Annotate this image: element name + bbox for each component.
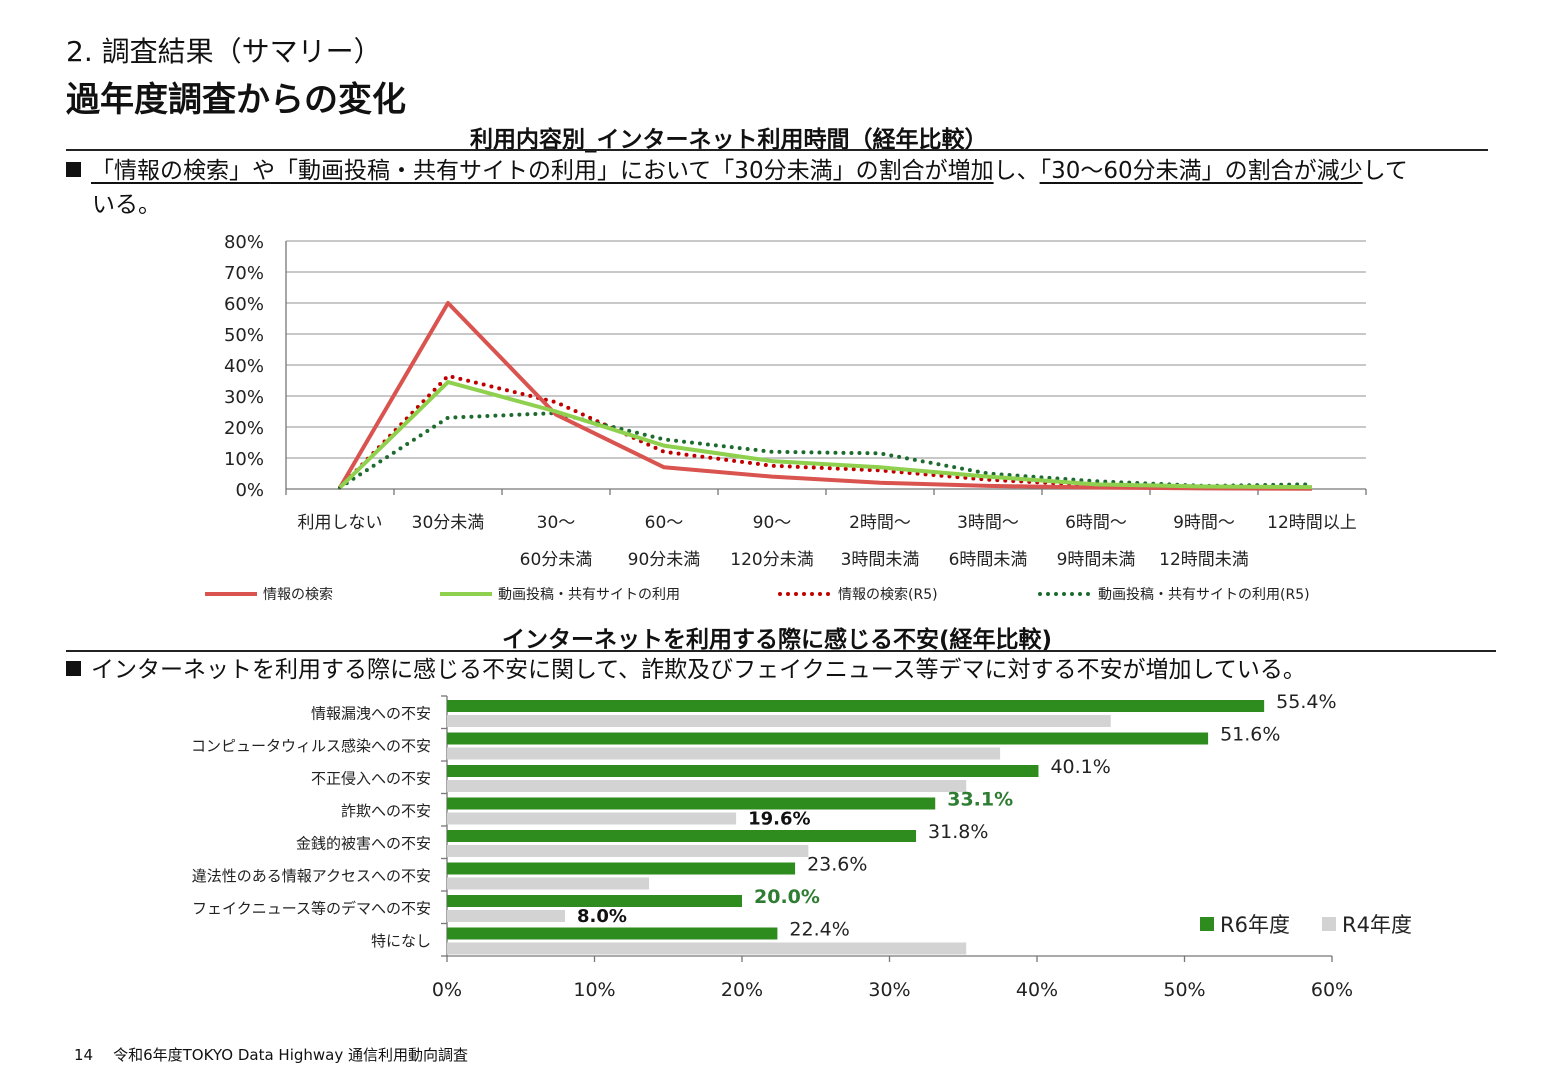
category-label: 不正侵入への不安 [311, 769, 431, 787]
data-label-r6: 51.6% [1220, 724, 1280, 746]
x-tick-label: 60% [1311, 979, 1353, 1001]
data-label-r6: 31.8% [928, 821, 988, 843]
x-tick-label: 60分未満 [520, 550, 593, 570]
page-number: 14 [74, 1046, 94, 1064]
legend-label: 動画投稿・共有サイトの利用 [498, 587, 680, 603]
legend-label: R6年度 [1220, 913, 1290, 937]
bar-r4 [447, 715, 1111, 727]
x-tick-label: 30% [868, 979, 910, 1001]
x-tick-label: 60〜 [645, 513, 684, 533]
line-chart-title: 利用内容別_インターネット利用時間（経年比較） [470, 127, 988, 153]
series-line [338, 411, 1314, 490]
x-tick-label: 30〜 [537, 513, 576, 533]
summary-1-seg-4: して [1362, 158, 1408, 184]
bar-r4 [447, 877, 650, 890]
bar-r4 [447, 780, 967, 792]
y-tick-label: 50% [224, 325, 264, 346]
legend-swatch [1200, 917, 1214, 931]
line-chart: 0% 10% 20% 30% 40% 50% 60% 70% 80% 利用しない 30分未満 30〜 6… [205, 232, 1367, 603]
x-tick-label: 12時間未満 [1159, 550, 1249, 570]
square-bullet-icon [66, 162, 81, 177]
bar-r6 [447, 797, 936, 810]
y-tick-label: 20% [224, 418, 264, 439]
x-tick-label: 2時間〜 [849, 513, 911, 533]
x-tick-label: 120分未満 [730, 550, 813, 570]
data-label-r4: 19.6% [748, 809, 810, 830]
data-label-r6: 33.1% [947, 789, 1013, 811]
category-label: 詐欺への不安 [341, 802, 431, 820]
bar-r4 [447, 845, 809, 857]
category-label: 特になし [371, 932, 431, 950]
y-tick-label: 80% [224, 232, 264, 253]
x-tick-label: 30分未満 [412, 513, 485, 533]
summary-bullet-2: インターネットを利用する際に感じる不安に関して、詐欺及びフェイクニュース等デマに… [66, 653, 1306, 687]
summary-1-seg-1: 「情報の検索」や「動画投稿・共有サイトの利用」において「30分未満」の割合が増加 [91, 158, 994, 184]
category-label: 違法性のある情報アクセスへの不安 [192, 867, 431, 885]
summary-1-line-2: いる。 [92, 192, 161, 218]
bar-r4 [447, 812, 737, 825]
legend-swatch [1322, 917, 1336, 931]
x-tick-label: 50% [1163, 979, 1205, 1001]
x-tick-label: 3時間〜 [957, 513, 1019, 533]
category-label: コンピュータウィルス感染への不安 [191, 737, 431, 755]
legend-label: R4年度 [1342, 913, 1412, 937]
footer-text: 令和6年度TOKYO Data Highway 通信利用動向調査 [113, 1046, 468, 1064]
summary-1-seg-2: し、 [993, 158, 1040, 184]
bar-r4 [447, 747, 1001, 760]
data-label-r6: 55.4% [1276, 691, 1336, 713]
x-tick-label: 0% [432, 979, 462, 1001]
bar-chart-title: インターネットを利用する際に感じる不安(経年比較) [502, 627, 1053, 653]
y-tick-label: 10% [224, 449, 264, 470]
x-tick-label: 20% [721, 979, 763, 1001]
x-tick-label: 10% [573, 979, 615, 1001]
x-tick-label: 6時間未満 [949, 550, 1028, 570]
category-label: フェイクニュース等のデマへの不安 [192, 899, 431, 917]
y-tick-label: 70% [224, 263, 264, 284]
x-tick-label: 9時間〜 [1173, 513, 1235, 533]
x-tick-label: 利用しない [298, 513, 383, 533]
x-tick-label: 3時間未満 [841, 550, 920, 570]
legend-label: 情報の検索 [263, 586, 333, 603]
bar-r6 [447, 927, 778, 940]
square-bullet-icon [66, 661, 81, 676]
x-tick-label: 12時間以上 [1267, 513, 1357, 533]
bar-chart: 0% 10% 20% 30% 40% 50% 60% 情報漏洩への不安 55.4% コンピュータウ… [191, 691, 1412, 1001]
series-line [338, 301, 1313, 491]
category-label: 情報漏洩への不安 [311, 704, 431, 722]
legend-label: 情報の検索(R5) [838, 586, 938, 603]
divider [66, 650, 1496, 652]
bar-r6 [447, 732, 1209, 745]
summary-1-seg-3: 「30〜60分未満」の割合が減少 [1039, 158, 1363, 184]
summary-2-text: インターネットを利用する際に感じる不安に関して、詐欺及びフェイクニュース等デマに… [91, 657, 1306, 683]
page-title: 過年度調査からの変化 [66, 80, 406, 120]
bar-r6 [447, 895, 742, 907]
bar-r6 [447, 862, 796, 875]
data-label-r4: 8.0% [577, 906, 627, 927]
x-tick-label: 6時間〜 [1065, 513, 1127, 533]
section-label: 2. 調査結果（サマリー） [66, 35, 382, 68]
x-tick-label: 90〜 [753, 513, 792, 533]
x-tick-label: 40% [1016, 979, 1058, 1001]
bar-r4 [447, 910, 565, 922]
y-tick-label: 60% [224, 294, 264, 315]
category-label: 金銭的被害への不安 [296, 834, 431, 852]
summary-bullet-1: 「情報の検索」や「動画投稿・共有サイトの利用」において「30分未満」の割合が増加… [66, 154, 1408, 222]
y-tick-label: 40% [224, 356, 264, 377]
divider [66, 149, 1488, 151]
footer: 14 令和6年度TOKYO Data Highway 通信利用動向調査 [74, 1044, 468, 1065]
bar-r6 [447, 700, 1265, 712]
bar-r4 [447, 942, 967, 955]
y-tick-label: 0% [235, 480, 264, 501]
data-label-r6: 23.6% [807, 854, 867, 876]
data-label-r6: 22.4% [789, 919, 849, 941]
data-label-r6: 40.1% [1050, 756, 1110, 778]
data-label-r6: 20.0% [754, 886, 820, 908]
x-tick-label: 9時間未満 [1057, 550, 1136, 570]
bar-r6 [447, 765, 1039, 777]
x-tick-label: 90分未満 [628, 550, 701, 570]
y-tick-label: 30% [224, 387, 264, 408]
legend-label: 動画投稿・共有サイトの利用(R5) [1098, 587, 1310, 603]
series-line [338, 380, 1313, 490]
bar-r6 [447, 830, 917, 842]
